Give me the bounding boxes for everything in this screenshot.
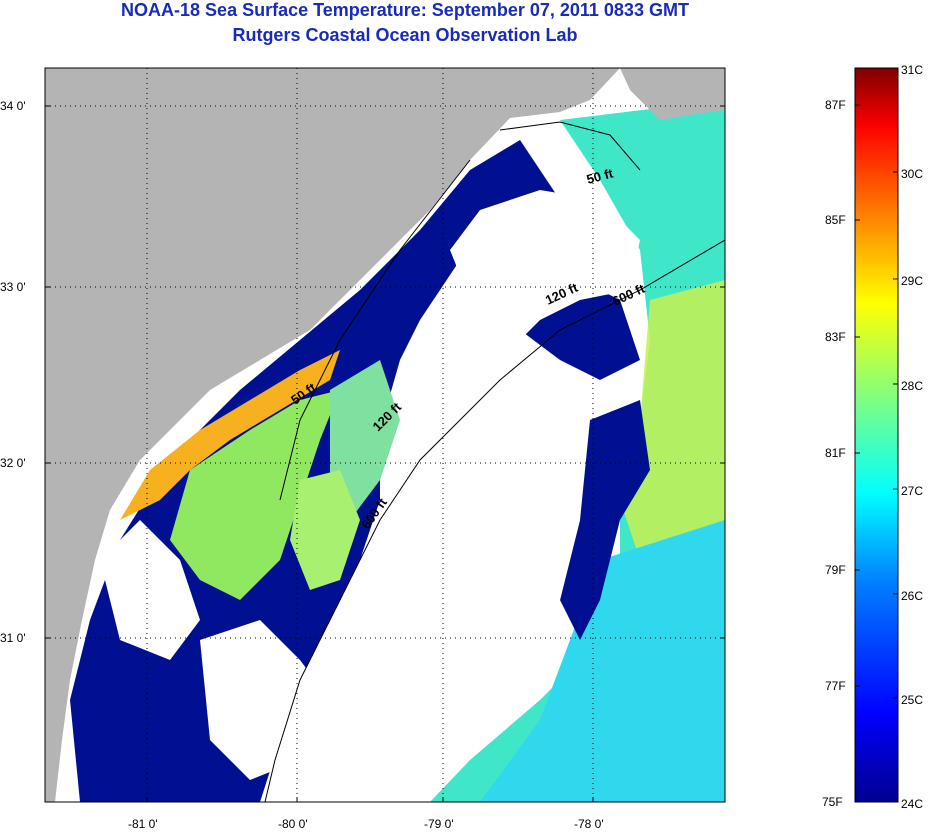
lat-label-34: 34 0' (0, 99, 26, 113)
offshore-water-yellow (620, 280, 725, 560)
cbar-label-24c: 24C (901, 797, 923, 811)
land-mass (45, 68, 620, 802)
land-ne (620, 68, 725, 120)
south-cloud-2 (200, 620, 330, 780)
coastal-water (70, 140, 560, 802)
cbar-label-28c: 28C (901, 379, 923, 393)
cbar-label-83f: 83F (825, 330, 846, 344)
cbar-label-26c: 26C (901, 589, 923, 603)
axis-ticks (45, 105, 725, 802)
map-frame (44, 67, 726, 803)
lon-label-78: -78 0' (574, 817, 604, 831)
cbar-label-29c: 29C (901, 274, 923, 288)
lon-label-79: -79 0' (424, 817, 454, 831)
gulfstream-cyan (480, 520, 725, 802)
map-subtitle: Rutgers Coastal Ocean Observation Lab (232, 25, 578, 45)
lon-label-80: -80 0' (278, 817, 308, 831)
lon-label-81: -81 0' (128, 817, 158, 831)
contour-600ft (264, 239, 725, 802)
colorbar-gradient (854, 67, 899, 803)
nearshore-warm (120, 350, 340, 520)
map-title: NOAA-18 Sea Surface Temperature: Septemb… (121, 0, 689, 20)
cbar-label-79f: 79F (825, 563, 846, 577)
shelf-water-east (560, 400, 650, 640)
lat-lon-grid (45, 68, 725, 802)
lat-label-31: 31 0' (0, 631, 26, 645)
cbar-label-81f: 81F (825, 446, 846, 460)
lat-label-33: 33 0' (0, 280, 26, 294)
contour-label-50ft-north: 50 ft (585, 165, 615, 187)
cbar-label-77f: 77F (825, 679, 846, 693)
outer-shelf-green (290, 470, 360, 590)
contour-120ft (279, 159, 471, 501)
south-cloud (100, 520, 200, 660)
cbar-label-87f: 87F (825, 98, 846, 112)
cbar-label-27c: 27C (901, 484, 923, 498)
lat-label-32: 32 0' (0, 456, 26, 470)
nearshore-green (170, 390, 340, 600)
cbar-label-75f: 75F (822, 795, 843, 809)
cbar-label-31c: 31C (901, 63, 923, 77)
cbar-label-25c: 25C (901, 693, 923, 707)
contour-50ft (499, 121, 641, 171)
cbar-label-30c: 30C (901, 167, 923, 181)
central-cloud (400, 190, 640, 660)
cbar-label-85f: 85F (825, 213, 846, 227)
shelf-green (330, 360, 400, 520)
